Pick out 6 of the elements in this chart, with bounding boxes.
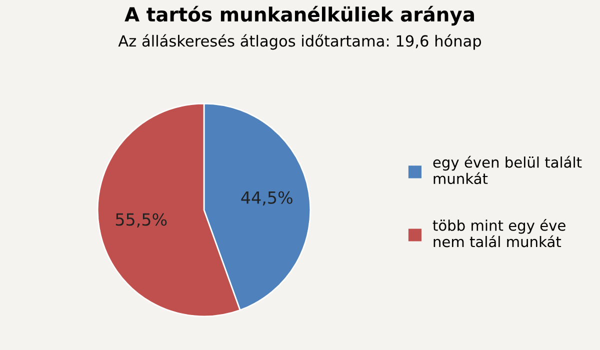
data-label: 55,5% <box>116 213 167 228</box>
data-label: 44,5% <box>241 191 292 206</box>
legend-label: egy éven belül talált munkát <box>433 156 582 184</box>
legend-label: több mint egy éve nem talál munkát <box>432 219 566 248</box>
chart-subtitle: Az álláskeresés átlagos időtartama: 19,6 hónap <box>118 34 482 50</box>
chart-title: A tartós munkanélküliek aránya <box>124 6 474 26</box>
